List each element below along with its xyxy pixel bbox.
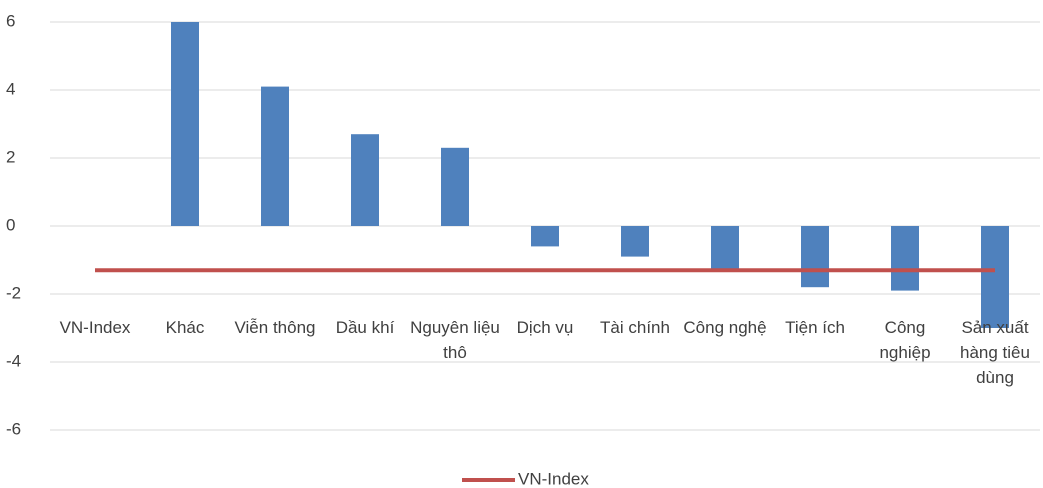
- bar: [981, 226, 1009, 328]
- x-tick-label: Viễn thông: [234, 318, 316, 337]
- x-tick-label: Nguyên liệu thô: [410, 318, 500, 362]
- x-tick-label: Công nghiệp: [879, 318, 931, 362]
- bar: [171, 22, 199, 226]
- bar: [351, 134, 379, 226]
- x-tick-label: Sản xuất hàng tiêu dùng: [960, 318, 1030, 387]
- y-tick-label: 2: [6, 147, 15, 166]
- x-tick-label: Khác: [165, 318, 205, 337]
- bar: [261, 86, 289, 226]
- y-tick-label: 0: [6, 215, 15, 234]
- bar: [801, 226, 829, 288]
- bar: [891, 226, 919, 291]
- y-tick-label: 6: [6, 11, 15, 30]
- legend-label: VN-Index: [518, 469, 589, 488]
- y-tick-label: -6: [6, 419, 21, 438]
- bar: [441, 147, 469, 226]
- bar: [621, 226, 649, 257]
- y-tick-label: -4: [6, 351, 21, 370]
- x-tick-label: Dịch vụ: [516, 318, 574, 337]
- bar: [531, 226, 559, 247]
- x-tick-label: Tiện ích: [785, 318, 845, 337]
- bar: [711, 226, 739, 271]
- x-tick-label: Tài chính: [600, 318, 670, 337]
- y-tick-label: -2: [6, 283, 21, 302]
- x-tick-label: Dầu khí: [335, 318, 395, 337]
- y-tick-label: 4: [6, 79, 15, 98]
- x-tick-label: VN-Index: [59, 318, 131, 337]
- x-tick-label: Công nghệ: [683, 318, 767, 337]
